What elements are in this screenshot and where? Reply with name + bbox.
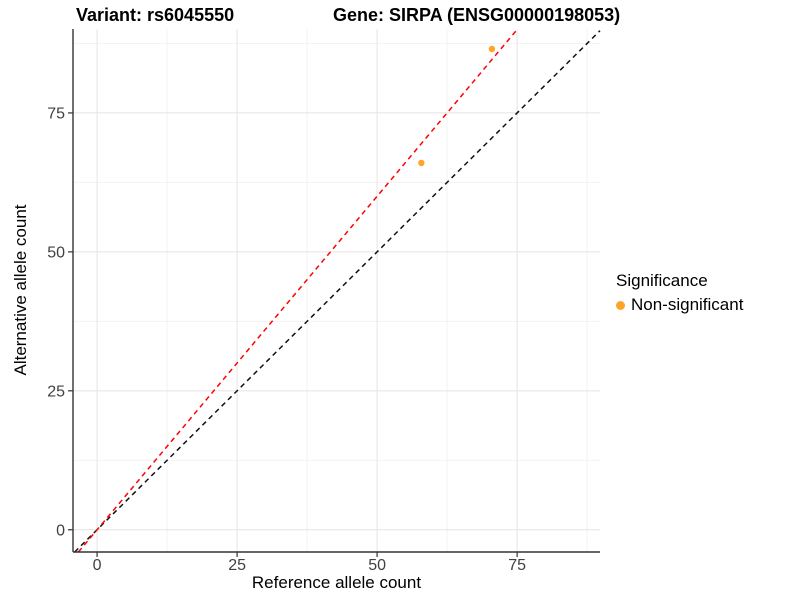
x-axis-title: Reference allele count <box>251 573 422 592</box>
y-tick-label: 0 <box>56 522 65 539</box>
x-tick-label: 0 <box>93 557 102 574</box>
legend-point-icon <box>616 300 625 310</box>
legend-item-label: Non-significant <box>631 295 744 314</box>
y-axis-title: Alternative allele count <box>11 204 30 376</box>
legend-item-non-significant: Non-significant <box>616 295 743 315</box>
variant-title: Variant: rs6045550 <box>76 5 235 25</box>
x-tick-label: 50 <box>368 557 386 574</box>
legend: Significance Non-significant <box>616 271 743 315</box>
x-tick-label: 25 <box>228 557 246 574</box>
y-tick-label: 50 <box>47 244 65 261</box>
legend-title: Significance <box>616 271 708 290</box>
fitted-ratio-line <box>77 28 519 553</box>
gene-title: Gene: SIRPA (ENSG00000198053) <box>333 5 621 25</box>
y-tick-label: 25 <box>47 383 65 400</box>
data-point <box>418 159 425 167</box>
data-point <box>488 45 496 53</box>
x-tick-label: 75 <box>508 557 526 574</box>
identity-line <box>74 30 601 553</box>
y-tick-label: 75 <box>47 105 65 122</box>
